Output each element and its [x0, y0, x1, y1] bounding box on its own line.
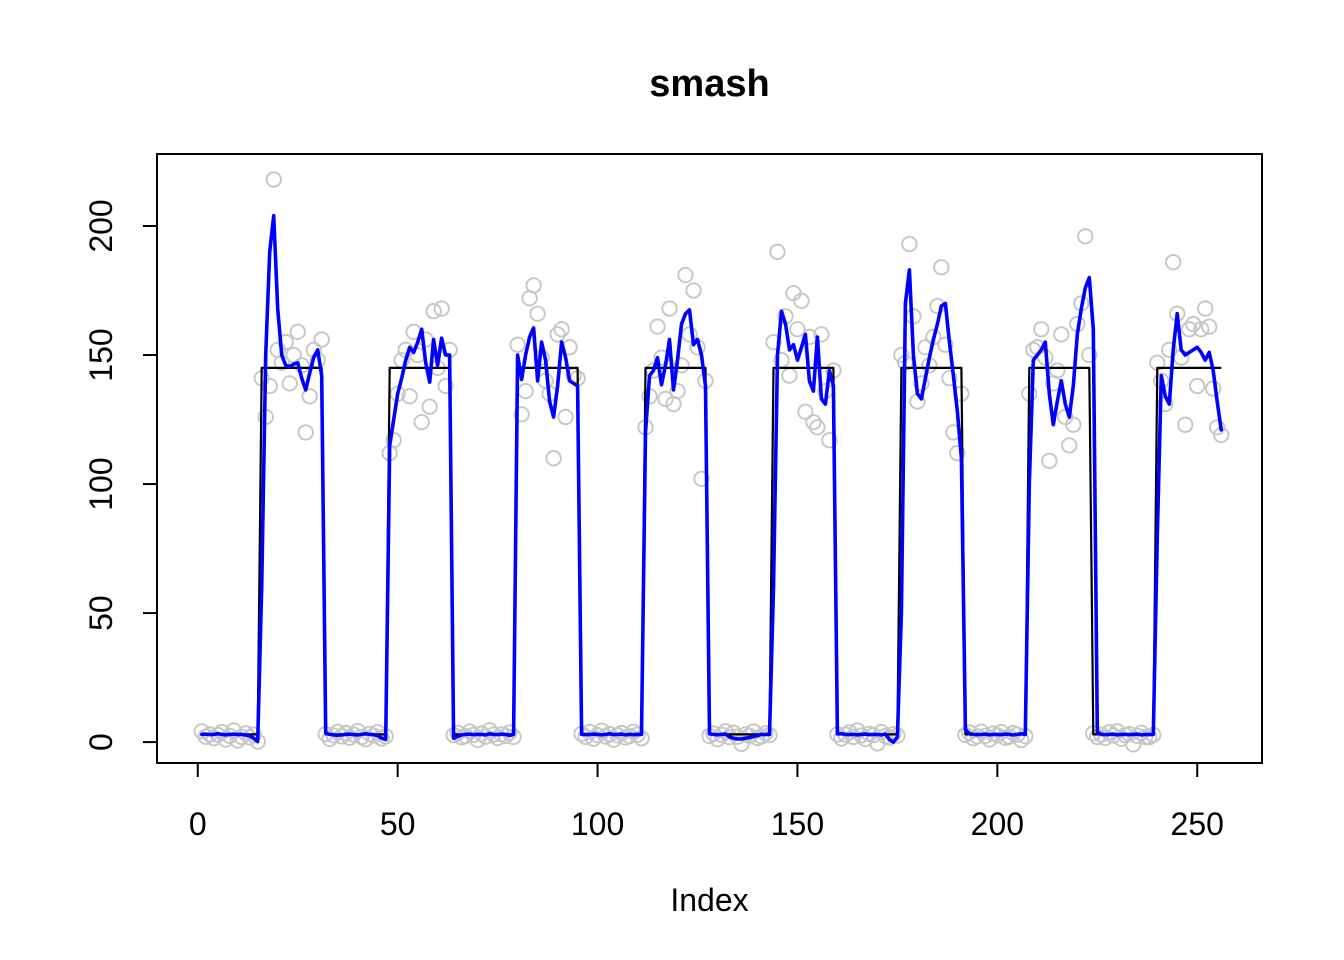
data-point	[781, 367, 798, 384]
data-point	[669, 382, 686, 400]
data-point	[401, 388, 418, 405]
data-point	[681, 326, 698, 343]
data-point	[901, 235, 918, 253]
data-point	[313, 331, 330, 348]
data-point	[285, 346, 302, 364]
x-tick-label: 150	[771, 806, 824, 842]
data-point	[661, 300, 678, 317]
data-point	[893, 346, 910, 364]
data-point	[1185, 315, 1202, 333]
data-point	[765, 333, 782, 351]
data-point	[277, 333, 294, 351]
data-point	[1033, 321, 1050, 338]
data-point	[933, 259, 950, 276]
data-point	[1077, 228, 1094, 245]
data-point	[1001, 728, 1018, 745]
data-point	[1065, 416, 1082, 433]
data-point	[657, 390, 674, 408]
y-tick-label: 50	[83, 595, 119, 631]
data-point	[653, 349, 670, 366]
data-point	[1189, 377, 1206, 395]
data-point	[217, 731, 234, 748]
data-point	[1201, 318, 1218, 335]
plot-box	[156, 153, 1263, 764]
data-point	[969, 728, 986, 745]
y-tick-label: 150	[83, 328, 119, 381]
data-point	[577, 728, 594, 746]
x-tick-label: 50	[380, 806, 416, 842]
x-axis-label: Index	[670, 882, 749, 918]
y-tick-label: 0	[83, 733, 119, 751]
fit-line	[200, 213, 1223, 744]
data-point	[685, 282, 702, 299]
data-point	[693, 470, 710, 488]
data-point	[797, 403, 814, 420]
data-point	[385, 432, 402, 449]
data-point	[553, 321, 570, 338]
data-point	[949, 444, 966, 462]
data-point	[549, 326, 566, 343]
data-point	[289, 323, 306, 340]
data-point	[677, 266, 694, 284]
data-point	[1125, 736, 1142, 753]
data-point	[805, 413, 822, 431]
data-point	[941, 370, 958, 387]
data-point	[873, 723, 890, 741]
data-point	[437, 377, 454, 395]
data-point	[425, 303, 442, 320]
data-point	[1053, 326, 1070, 343]
data-point	[545, 450, 562, 467]
data-point	[1193, 321, 1210, 338]
x-tick-label: 200	[971, 806, 1024, 842]
data-point	[529, 305, 546, 322]
data-point	[821, 432, 838, 449]
data-point	[1081, 346, 1098, 364]
data-point	[789, 321, 806, 338]
y-tick-label: 200	[83, 199, 119, 252]
x-tick-label: 100	[571, 806, 624, 842]
data-point	[1209, 419, 1226, 436]
data-point	[809, 419, 826, 436]
data-point	[433, 300, 450, 317]
data-point	[769, 243, 786, 260]
data-point	[1165, 253, 1182, 271]
data-point	[1177, 416, 1194, 433]
data-point	[673, 357, 690, 374]
data-point	[1161, 341, 1178, 359]
data-point	[509, 336, 526, 353]
data-point	[1181, 321, 1198, 338]
x-tick-label: 0	[189, 806, 207, 842]
data-point	[297, 424, 314, 441]
data-point	[793, 292, 810, 309]
x-tick-label: 250	[1171, 806, 1224, 842]
data-point	[517, 382, 534, 400]
data-point	[1049, 362, 1066, 379]
y-tick-label: 100	[83, 457, 119, 510]
data-point	[525, 277, 542, 294]
data-point	[557, 408, 574, 426]
data-point	[813, 326, 830, 343]
data-point	[785, 284, 802, 302]
data-point	[281, 375, 298, 392]
data-point	[301, 388, 318, 405]
data-point	[937, 336, 954, 353]
data-point	[513, 406, 530, 423]
data-point	[421, 398, 438, 415]
chart-title: smash	[649, 63, 770, 105]
data-point	[1197, 300, 1214, 317]
data-point	[413, 413, 430, 431]
data-point	[265, 171, 282, 188]
data-point	[1041, 452, 1058, 469]
data-point	[649, 318, 666, 335]
data-point	[1061, 437, 1078, 454]
